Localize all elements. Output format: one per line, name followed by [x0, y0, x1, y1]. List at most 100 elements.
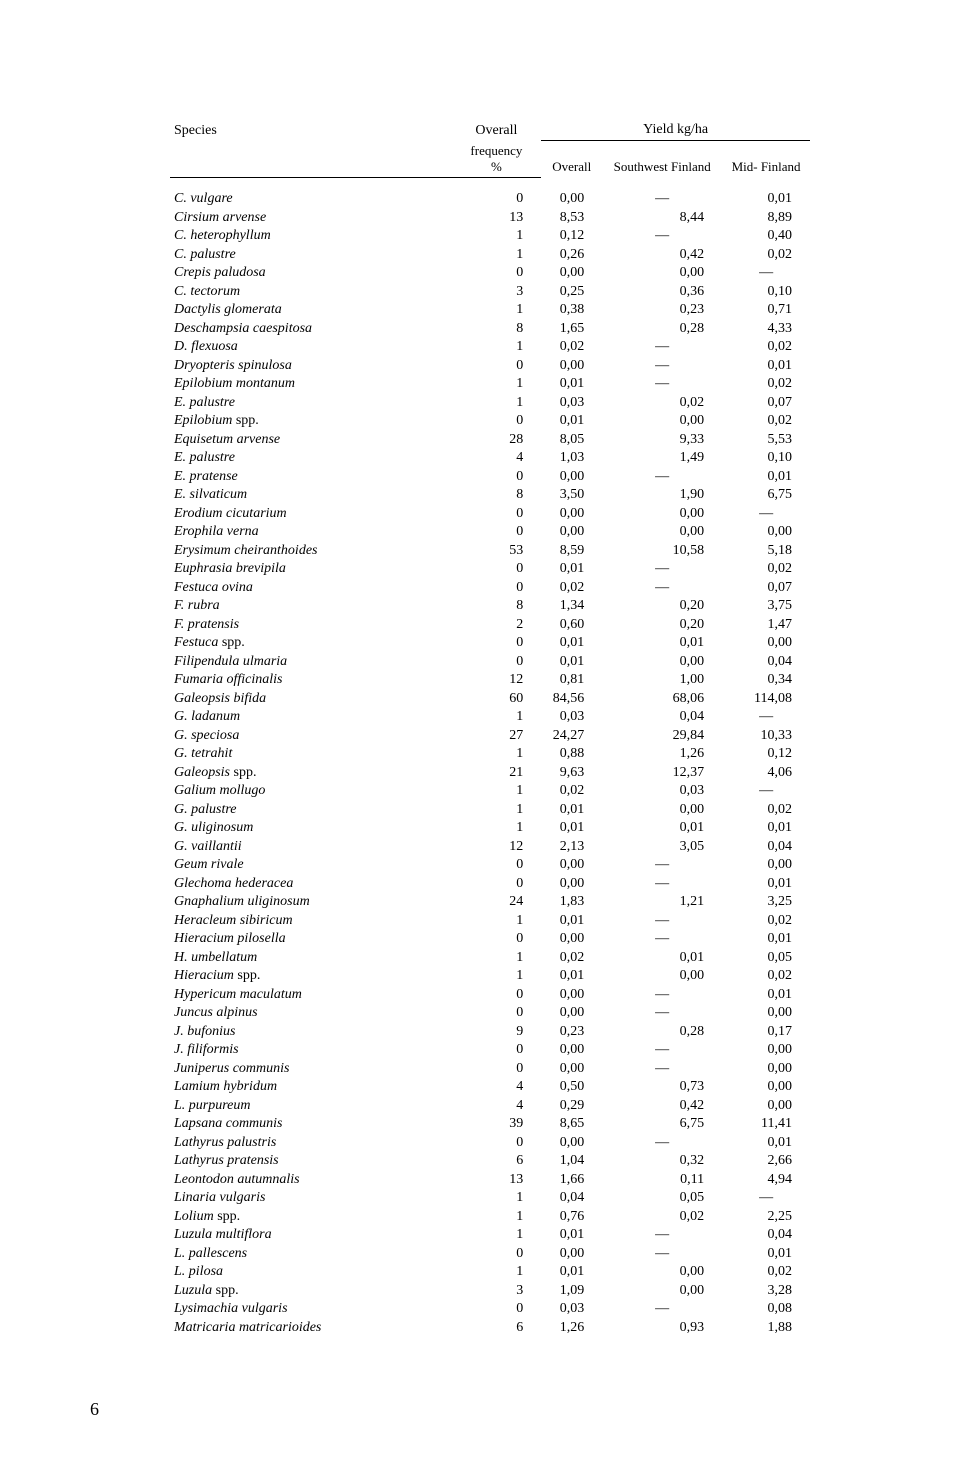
mid-cell: 0,02 [722, 800, 810, 819]
species-cell: G. tetrahit [170, 745, 452, 764]
sw-cell: 0,42 [602, 245, 722, 264]
freq-cell: 1 [452, 1189, 542, 1208]
species-cell: Festuca ovina [170, 578, 452, 597]
freq-cell: 39 [452, 1115, 542, 1134]
species-cell: L. pilosa [170, 1263, 452, 1282]
freq-cell: 1 [452, 911, 542, 930]
ov-cell: 8,59 [541, 541, 602, 560]
sw-cell: 0,23 [602, 301, 722, 320]
species-cell: Erophila verna [170, 523, 452, 542]
ov-cell: 0,01 [541, 1263, 602, 1282]
page-container: Species Overall Yield kg/ha frequency% O… [0, 0, 960, 1460]
ov-cell: 0,23 [541, 1022, 602, 1041]
mid-cell: 5,18 [722, 541, 810, 560]
mid-cell: 0,01 [722, 467, 810, 486]
ov-cell: 0,00 [541, 523, 602, 542]
species-cell: Hieracium spp. [170, 967, 452, 986]
mid-cell: 0,01 [722, 1133, 810, 1152]
freq-cell: 60 [452, 689, 542, 708]
sw-cell: 0,73 [602, 1078, 722, 1097]
mid-cell: 0,00 [722, 1041, 810, 1060]
species-cell: Luzula spp. [170, 1281, 452, 1300]
freq-cell: 12 [452, 837, 542, 856]
sw-cell: 8,44 [602, 208, 722, 227]
mid-cell: — [722, 264, 810, 283]
sw-cell: 0,03 [602, 782, 722, 801]
freq-cell: 1 [452, 338, 542, 357]
freq-cell: 3 [452, 282, 542, 301]
table-row: Dactylis glomerata10,380,230,71 [170, 301, 810, 320]
mid-cell: 11,41 [722, 1115, 810, 1134]
species-cell: Heracleum sibiricum [170, 911, 452, 930]
species-yield-table: Species Overall Yield kg/ha frequency% O… [170, 120, 810, 1337]
mid-cell: 0,04 [722, 652, 810, 671]
freq-cell: 0 [452, 652, 542, 671]
ov-cell: 0,04 [541, 1189, 602, 1208]
ov-cell: 0,00 [541, 467, 602, 486]
header-mid: Mid- Finland [722, 141, 810, 178]
mid-cell: 0,10 [722, 282, 810, 301]
freq-cell: 13 [452, 208, 542, 227]
mid-cell: 0,00 [722, 1059, 810, 1078]
table-row: Hieracium spp.10,010,000,02 [170, 967, 810, 986]
ov-cell: 1,03 [541, 449, 602, 468]
ov-cell: 0,02 [541, 948, 602, 967]
species-cell: Dactylis glomerata [170, 301, 452, 320]
sw-cell: 0,01 [602, 819, 722, 838]
sw-cell: 0,00 [602, 523, 722, 542]
freq-cell: 21 [452, 763, 542, 782]
freq-cell: 0 [452, 264, 542, 283]
ov-cell: 0,38 [541, 301, 602, 320]
species-cell: C. palustre [170, 245, 452, 264]
freq-cell: 1 [452, 800, 542, 819]
mid-cell: 0,00 [722, 1004, 810, 1023]
mid-cell: 0,00 [722, 856, 810, 875]
table-row: Luzula multiflora10,01—0,04 [170, 1226, 810, 1245]
freq-cell: 0 [452, 578, 542, 597]
sw-cell: 9,33 [602, 430, 722, 449]
table-row: Filipendula ulmaria00,010,000,04 [170, 652, 810, 671]
mid-cell: 0,02 [722, 1263, 810, 1282]
ov-cell: 1,26 [541, 1318, 602, 1337]
freq-cell: 4 [452, 1078, 542, 1097]
mid-cell: 0,01 [722, 356, 810, 375]
sw-cell: 1,49 [602, 449, 722, 468]
mid-cell: 0,02 [722, 967, 810, 986]
mid-cell: 2,25 [722, 1207, 810, 1226]
freq-cell: 8 [452, 597, 542, 616]
ov-cell: 2,13 [541, 837, 602, 856]
table-row: L. pallescens00,00—0,01 [170, 1244, 810, 1263]
sw-cell: 0,93 [602, 1318, 722, 1337]
freq-cell: 1 [452, 1226, 542, 1245]
species-cell: Galeopsis bifida [170, 689, 452, 708]
freq-cell: 1 [452, 1207, 542, 1226]
table-row: Lathyrus pratensis61,040,322,66 [170, 1152, 810, 1171]
mid-cell: — [722, 1189, 810, 1208]
table-body: C. vulgare00,00—0,01Cirsium arvense138,5… [170, 190, 810, 1337]
mid-cell: 1,47 [722, 615, 810, 634]
sw-cell: 0,20 [602, 597, 722, 616]
ov-cell: 1,65 [541, 319, 602, 338]
species-cell: Cirsium arvense [170, 208, 452, 227]
mid-cell: 0,00 [722, 634, 810, 653]
sw-cell: — [602, 375, 722, 394]
mid-cell: 0,12 [722, 745, 810, 764]
freq-cell: 1 [452, 782, 542, 801]
species-cell: Epilobium montanum [170, 375, 452, 394]
mid-cell: 0,01 [722, 930, 810, 949]
species-cell: Epilobium spp. [170, 412, 452, 431]
species-cell: E. pratense [170, 467, 452, 486]
sw-cell: 0,42 [602, 1096, 722, 1115]
ov-cell: 1,04 [541, 1152, 602, 1171]
table-row: Glechoma hederacea00,00—0,01 [170, 874, 810, 893]
sw-cell: 0,00 [602, 264, 722, 283]
freq-cell: 0 [452, 560, 542, 579]
table-row: Epilobium spp.00,010,000,02 [170, 412, 810, 431]
freq-cell: 1 [452, 708, 542, 727]
species-cell: Crepis paludosa [170, 264, 452, 283]
ov-cell: 1,09 [541, 1281, 602, 1300]
header-overall: Overall [541, 141, 602, 178]
table-row: L. purpureum40,290,420,00 [170, 1096, 810, 1115]
table-row: Galium mollugo10,020,03— [170, 782, 810, 801]
table-row: F. rubra81,340,203,75 [170, 597, 810, 616]
